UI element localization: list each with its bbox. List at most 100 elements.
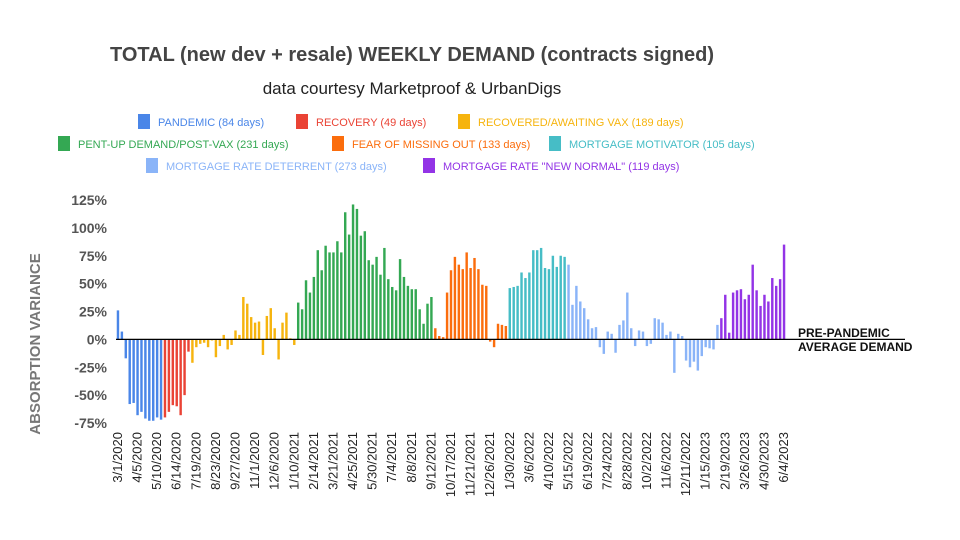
bar — [328, 252, 331, 340]
x-tick-label: 2/14/2021 — [306, 432, 321, 490]
bar — [242, 297, 245, 340]
bar — [441, 337, 445, 340]
bar — [394, 290, 398, 340]
bar — [230, 339, 233, 345]
bar — [465, 252, 468, 340]
bar — [665, 334, 668, 340]
bar — [187, 339, 190, 352]
bar — [583, 308, 586, 340]
bar — [183, 339, 186, 396]
x-tick-label: 4/25/2021 — [345, 432, 360, 490]
bar — [120, 331, 124, 340]
bar — [344, 212, 347, 340]
bar — [743, 299, 747, 340]
x-tick-label: 11/21/2021 — [463, 432, 478, 496]
bar — [277, 339, 280, 360]
bar — [273, 328, 276, 340]
bar — [285, 312, 288, 340]
bar — [136, 339, 139, 416]
bar — [669, 331, 672, 340]
x-tick-label: 10/2/2022 — [639, 432, 654, 490]
bar — [355, 208, 359, 340]
bar — [226, 339, 229, 350]
bar — [724, 294, 727, 340]
bar — [571, 304, 574, 340]
x-tick-label: 5/15/2022 — [561, 432, 576, 490]
bar — [340, 252, 343, 340]
bar — [261, 339, 265, 355]
bar — [253, 322, 257, 340]
y-tick-label: -50% — [74, 387, 107, 403]
x-tick-label: 11/1/2020 — [247, 432, 262, 489]
bar — [727, 332, 731, 340]
bar — [657, 319, 660, 340]
bar — [438, 336, 441, 340]
bar — [782, 244, 786, 340]
x-tick-label: 4/30/2023 — [756, 432, 771, 490]
bar — [649, 339, 653, 344]
bar — [155, 339, 159, 418]
bar — [140, 339, 143, 412]
bar — [320, 270, 323, 340]
chart-subtitle: data courtesy Marketproof & UrbanDigs — [263, 79, 562, 98]
bar — [614, 339, 617, 353]
bar — [602, 339, 606, 354]
bar-series-7 — [567, 264, 719, 373]
bar — [418, 309, 421, 340]
bar — [739, 289, 743, 340]
bar — [653, 318, 656, 340]
y-tick-label: 125% — [71, 192, 107, 208]
bar — [477, 269, 480, 340]
bar — [759, 305, 762, 340]
bar-series-2 — [163, 339, 190, 418]
x-tick-label: 4/10/2022 — [541, 432, 556, 490]
bar — [712, 339, 715, 350]
legend-swatch — [332, 136, 344, 151]
bar — [708, 339, 711, 349]
bar — [504, 326, 508, 340]
bar — [457, 264, 461, 340]
bar — [206, 339, 210, 348]
legend-label: RECOVERED/AWAITING VAX (189 days) — [478, 117, 684, 129]
bar — [555, 266, 558, 340]
bar — [336, 241, 339, 340]
bar — [426, 303, 429, 340]
bar — [144, 339, 147, 419]
legend-swatch — [146, 158, 158, 173]
bar — [387, 279, 390, 340]
legend-swatch — [458, 114, 470, 129]
x-tick-label: 3/6/2022 — [521, 432, 536, 483]
legend-label: MORTGAGE MOTIVATOR (105 days) — [569, 139, 755, 151]
bar — [512, 286, 515, 340]
bar — [563, 256, 566, 340]
bar — [485, 285, 488, 340]
bar — [763, 294, 766, 340]
bar — [567, 264, 570, 340]
bar — [308, 292, 312, 340]
y-tick-label: 75% — [79, 248, 108, 264]
bar — [618, 324, 621, 340]
bar — [414, 289, 417, 340]
bar — [488, 339, 492, 342]
bar — [324, 245, 327, 340]
bar — [152, 339, 155, 421]
bar — [543, 268, 547, 340]
baseline-annotation-line2: AVERAGE DEMAND — [798, 340, 913, 354]
bar — [116, 310, 120, 340]
x-tick-label: 7/4/2021 — [384, 432, 399, 483]
bar — [641, 331, 645, 340]
x-tick-label: 8/8/2021 — [404, 432, 419, 483]
bar — [598, 339, 602, 348]
bar — [731, 292, 735, 340]
bar — [391, 286, 394, 340]
x-tick-label: 12/26/2021 — [482, 432, 497, 497]
y-axis-label: ABSORPTION VARIANCE — [27, 253, 44, 434]
legend-label: PANDEMIC (84 days) — [158, 117, 264, 129]
bar — [469, 268, 472, 340]
y-tick-label: 0% — [87, 331, 108, 347]
bar — [234, 330, 237, 340]
bar — [171, 339, 175, 406]
legend-label: PENT-UP DEMAND/POST-VAX (231 days) — [78, 139, 288, 151]
x-tick-label: 8/28/2022 — [619, 432, 634, 490]
